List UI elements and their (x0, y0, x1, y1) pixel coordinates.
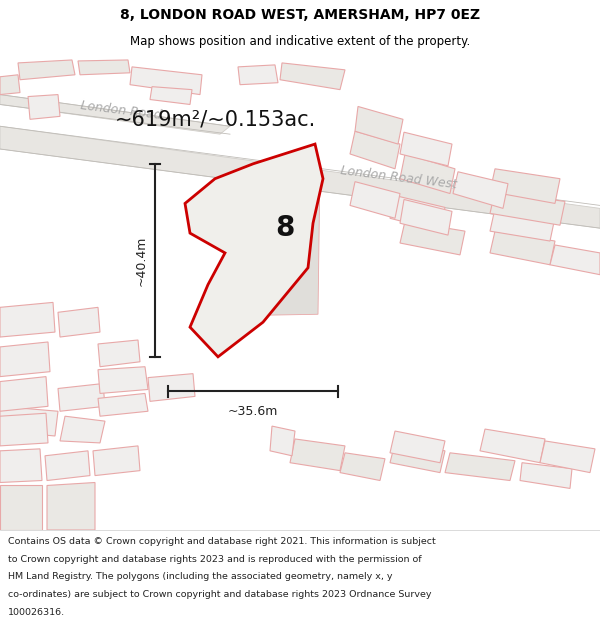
Polygon shape (238, 65, 278, 84)
Text: London Road West: London Road West (340, 164, 458, 192)
Polygon shape (185, 144, 323, 357)
Polygon shape (0, 486, 42, 530)
Polygon shape (0, 302, 55, 337)
Polygon shape (0, 342, 50, 377)
Polygon shape (47, 482, 95, 530)
Polygon shape (148, 374, 195, 401)
Text: ~619m²/~0.153ac.: ~619m²/~0.153ac. (115, 109, 316, 129)
Text: to Crown copyright and database rights 2023 and is reproduced with the permissio: to Crown copyright and database rights 2… (8, 554, 421, 564)
Polygon shape (490, 191, 565, 225)
Polygon shape (350, 131, 400, 169)
Polygon shape (58, 384, 105, 411)
Polygon shape (60, 416, 105, 443)
Polygon shape (390, 431, 445, 462)
Polygon shape (350, 182, 400, 218)
Polygon shape (480, 429, 545, 462)
Text: Contains OS data © Crown copyright and database right 2021. This information is : Contains OS data © Crown copyright and d… (8, 537, 436, 546)
Polygon shape (290, 439, 345, 471)
Polygon shape (93, 446, 140, 476)
Text: ~35.6m: ~35.6m (228, 405, 278, 418)
Text: 8, LONDON ROAD WEST, AMERSHAM, HP7 0EZ: 8, LONDON ROAD WEST, AMERSHAM, HP7 0EZ (120, 8, 480, 22)
Polygon shape (98, 367, 148, 394)
Polygon shape (490, 208, 555, 241)
Polygon shape (400, 132, 452, 166)
Polygon shape (0, 75, 20, 94)
Polygon shape (262, 166, 320, 315)
Text: HM Land Registry. The polygons (including the associated geometry, namely x, y: HM Land Registry. The polygons (includin… (8, 572, 392, 581)
Polygon shape (0, 94, 230, 134)
Polygon shape (0, 406, 58, 436)
Polygon shape (445, 452, 515, 481)
Polygon shape (0, 449, 42, 482)
Polygon shape (340, 452, 385, 481)
Polygon shape (28, 94, 60, 119)
Polygon shape (280, 63, 345, 89)
Polygon shape (490, 169, 560, 204)
Polygon shape (400, 199, 452, 235)
Polygon shape (270, 426, 295, 456)
Polygon shape (390, 196, 445, 231)
Polygon shape (58, 308, 100, 337)
Polygon shape (18, 60, 75, 80)
Polygon shape (130, 67, 202, 94)
Text: 100026316.: 100026316. (8, 608, 65, 617)
Text: London Road: London Road (80, 99, 163, 122)
Polygon shape (550, 245, 600, 275)
Polygon shape (45, 451, 90, 481)
Polygon shape (540, 441, 595, 472)
Text: ~40.4m: ~40.4m (134, 235, 148, 286)
Text: 8: 8 (275, 214, 295, 242)
Polygon shape (98, 394, 148, 416)
Polygon shape (78, 60, 130, 75)
Polygon shape (453, 172, 508, 208)
Polygon shape (390, 443, 445, 472)
Polygon shape (400, 154, 455, 194)
Polygon shape (0, 126, 600, 228)
Text: Map shows position and indicative extent of the property.: Map shows position and indicative extent… (130, 35, 470, 48)
Polygon shape (520, 462, 572, 489)
Polygon shape (490, 231, 555, 265)
Polygon shape (355, 106, 403, 144)
Polygon shape (150, 87, 192, 104)
Polygon shape (0, 377, 48, 411)
Text: co-ordinates) are subject to Crown copyright and database rights 2023 Ordnance S: co-ordinates) are subject to Crown copyr… (8, 590, 431, 599)
Polygon shape (0, 413, 48, 446)
Polygon shape (98, 340, 140, 367)
Polygon shape (400, 221, 465, 255)
